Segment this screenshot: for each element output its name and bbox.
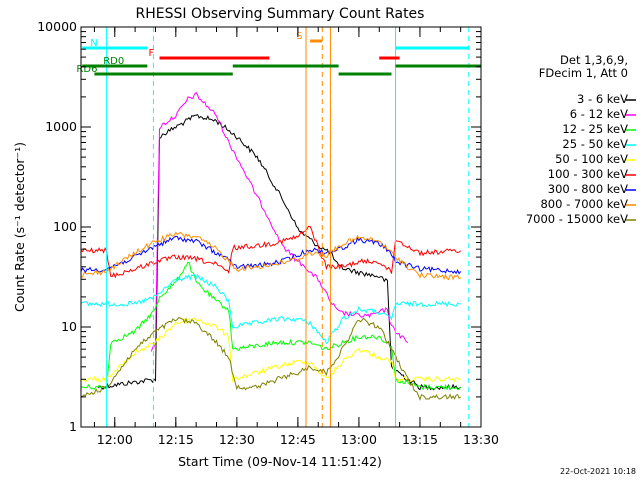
y-tick-label-1: 10 — [61, 319, 77, 334]
legend-entry-8: 7000 - 15000 keV — [526, 212, 628, 226]
flag-label-f: F — [149, 48, 155, 59]
y-tick-label-4: 10000 — [37, 19, 77, 34]
x-tick-label-5: 13:15 — [402, 432, 438, 447]
series-line-1 — [150, 91, 409, 352]
series-line-3 — [80, 273, 461, 345]
series-line-2 — [80, 261, 462, 391]
legend-entry-2: 12 - 25 keV — [562, 122, 628, 136]
series-line-7 — [80, 231, 461, 281]
chart-title: RHESSI Observing Summary Count Rates — [136, 6, 425, 22]
series-line-5 — [80, 225, 462, 279]
series-line-4 — [80, 317, 461, 384]
x-tick-label-6: 13:30 — [463, 432, 499, 447]
date-stamp: 22-Oct-2021 10:18 — [560, 467, 636, 476]
legend-header-1: FDecim 1, Att 0 — [539, 66, 628, 80]
series-line-8 — [80, 317, 461, 401]
legend-entry-6: 300 - 800 keV — [548, 182, 628, 196]
y-tick-label-0: 1 — [69, 419, 77, 434]
legend-entry-4: 50 - 100 keV — [555, 152, 628, 166]
legend-entry-0: 3 - 6 keV — [577, 92, 628, 106]
flag-label-n: N — [90, 38, 97, 49]
axes: 1 10 100 1000 10000 12:00 12:15 12:30 12:45 13:00… — [37, 19, 499, 447]
y-axis-label: Count Rate (s⁻¹ detector⁻¹) — [12, 142, 27, 312]
legend-header-0: Det 1,3,6,9, — [560, 53, 628, 67]
x-tick-label-3: 12:45 — [280, 432, 316, 447]
flag-label-s: S — [296, 31, 302, 42]
event-lines — [80, 27, 470, 427]
flag-label-rd0: RD0 — [103, 56, 124, 67]
flag-bars: N S F RD0 RD6 — [76, 31, 481, 76]
x-tick-label-4: 13:00 — [341, 432, 377, 447]
x-tick-label-1: 12:15 — [158, 432, 194, 447]
legend-entry-5: 100 - 300 keV — [548, 167, 628, 181]
legend-entry-1: 6 - 12 keV — [570, 107, 628, 121]
series-layer — [80, 91, 462, 401]
x-axis-label: Start Time (09-Nov-14 11:51:42) — [178, 454, 382, 469]
x-tick-label-0: 12:00 — [97, 432, 133, 447]
y-tick-label-2: 100 — [53, 219, 77, 234]
y-tick-label-3: 1000 — [45, 119, 77, 134]
series-line-6 — [80, 235, 462, 275]
x-tick-label-2: 12:30 — [219, 432, 255, 447]
flag-label-rd6: RD6 — [76, 64, 97, 75]
legend-entry-7: 800 - 7000 keV — [540, 197, 628, 211]
legend-entry-3: 25 - 50 keV — [562, 137, 628, 151]
